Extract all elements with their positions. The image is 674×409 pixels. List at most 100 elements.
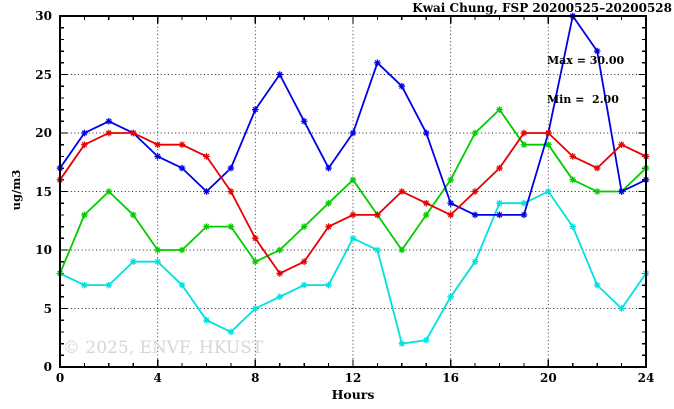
red-series-marker [569, 153, 577, 160]
cyan-series-marker [471, 258, 479, 265]
cyan-series-marker [520, 199, 528, 207]
blue-series-marker [227, 164, 235, 172]
blue-series-marker [593, 47, 601, 55]
red-series-marker [227, 188, 235, 195]
cyan-series-marker [325, 281, 332, 289]
blue-series-marker [276, 71, 284, 78]
blue-series-marker [105, 118, 113, 125]
cyan-series-marker [129, 258, 137, 265]
blue-series-marker [154, 153, 161, 160]
green-series-marker [520, 141, 528, 148]
red-series-marker [496, 164, 503, 172]
chart-title: Kwai Chung, FSP 20200525–20200528 [412, 1, 672, 15]
cyan-series-marker [447, 293, 454, 301]
red-series-marker [545, 129, 552, 137]
blue-series-marker [374, 59, 381, 67]
blue-series-marker [178, 164, 186, 172]
green-series-marker [227, 223, 235, 230]
min-value-label: Min = 2.00 [547, 93, 619, 106]
x-tick-label: 24 [637, 371, 655, 385]
blue-series-marker [447, 199, 454, 207]
y-tick-label: 20 [35, 126, 52, 140]
blue-series-marker [349, 129, 357, 137]
y-tick-label: 0 [43, 360, 52, 374]
blue-series-marker [81, 129, 88, 137]
green-series-marker [422, 211, 430, 219]
x-tick-label: 8 [251, 371, 260, 385]
red-series-marker [447, 211, 454, 219]
cyan-series-marker [569, 223, 577, 230]
y-tick-label: 15 [35, 184, 52, 199]
green-series-marker [593, 188, 601, 195]
x-axis-title: Hours [331, 387, 375, 402]
cyan-series-marker [422, 336, 430, 344]
watermark: © 2025, ENVF, HKUST [63, 338, 264, 358]
x-tick-label: 0 [55, 371, 65, 385]
red-series-marker [593, 164, 601, 172]
blue-series-marker [252, 106, 259, 113]
blue-series-marker [520, 211, 528, 219]
blue-series-marker [398, 82, 406, 90]
y-tick-label: 10 [35, 243, 52, 257]
blue-series-marker [471, 211, 479, 219]
cyan-series-marker [105, 281, 113, 289]
y-tick-label: 5 [43, 301, 52, 316]
blue-series-marker [496, 211, 503, 219]
cyan-series-marker [374, 246, 381, 254]
cyan-series-marker [203, 316, 210, 324]
plot-border [59, 15, 647, 368]
blue-series-marker [203, 188, 210, 195]
green-series-marker [276, 246, 284, 254]
cyan-series-marker [300, 281, 308, 289]
max-min-annotation: Max = 30.00 Min = 2.00 [547, 28, 624, 132]
cyan-series-marker [496, 199, 503, 207]
red-series-marker [398, 188, 406, 195]
green-series-marker [300, 223, 308, 230]
green-series-marker [154, 246, 161, 254]
x-tick-label: 16 [442, 371, 460, 385]
red-series-marker [203, 153, 210, 160]
cyan-series-marker [398, 340, 406, 347]
red-series-marker [520, 129, 528, 137]
green-series-marker [178, 246, 186, 254]
green-series-marker [105, 188, 113, 195]
y-tick-label: 30 [35, 9, 52, 23]
cyan-series-marker [252, 305, 259, 312]
green-series-marker [252, 258, 259, 265]
red-series-marker [349, 211, 357, 219]
red-series-marker [422, 199, 430, 207]
blue-series-marker [300, 118, 308, 125]
blue-series-marker [422, 129, 430, 137]
red-series-marker [105, 129, 113, 137]
cyan-series-marker [349, 235, 357, 242]
red-series-marker [276, 270, 284, 277]
green-series-marker [203, 223, 210, 230]
red-series-marker [81, 141, 88, 148]
green-series-marker [129, 211, 137, 219]
red-series-markers [56, 129, 650, 277]
red-series-marker [325, 223, 332, 230]
x-tick-label: 12 [344, 371, 362, 385]
green-series-marker [81, 211, 88, 219]
red-series-marker [300, 258, 308, 265]
green-series-marker [496, 106, 503, 113]
cyan-series-marker [227, 328, 235, 336]
cyan-series-marker [618, 305, 625, 312]
red-series-marker [374, 211, 381, 219]
cyan-series-marker [593, 281, 601, 289]
red-series-marker [129, 129, 137, 137]
x-tick-label: 20 [539, 371, 557, 385]
blue-series-marker [618, 188, 625, 195]
red-series [56, 129, 650, 277]
cyan-series-marker [154, 258, 161, 265]
blue-series-marker [325, 164, 332, 172]
cyan-series-marker [81, 281, 88, 289]
y-tick-label: 25 [35, 67, 52, 82]
green-series-marker [545, 141, 552, 148]
green-series-marker [569, 176, 577, 184]
green-series-marker [447, 176, 454, 184]
green-series-marker [398, 246, 406, 254]
cyan-series-marker [545, 188, 552, 195]
